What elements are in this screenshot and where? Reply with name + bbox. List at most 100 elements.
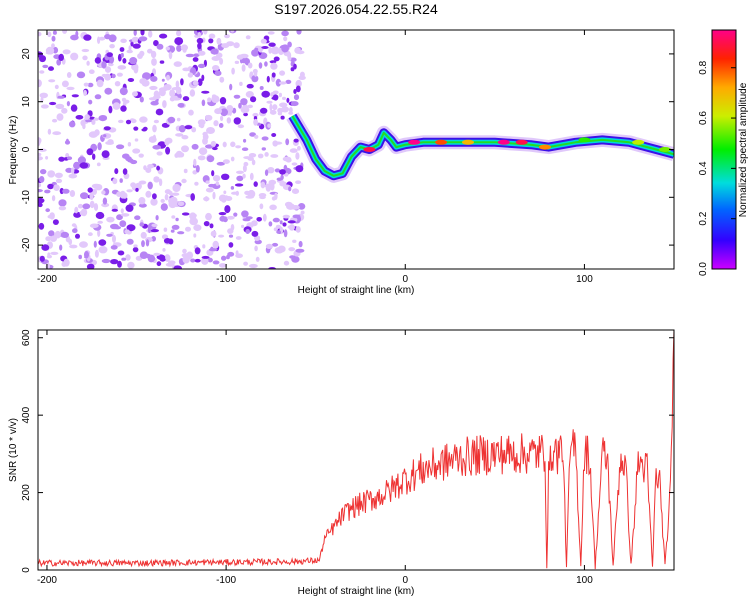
noise-speck [114,81,121,87]
noise-speck [272,217,280,223]
spectrogram-x-tick-label: 100 [576,274,593,285]
noise-speck [277,245,286,253]
noise-speck [270,154,279,158]
noise-speck [248,153,257,158]
noise-speck [126,189,133,193]
noise-speck [47,183,54,190]
noise-speck [230,186,235,190]
noise-speck [300,210,305,215]
noise-speck [132,91,138,97]
noise-speck [63,258,70,267]
noise-speck [98,115,108,122]
noise-speck [106,216,115,223]
noise-speck [181,178,187,184]
noise-speck [225,196,233,201]
noise-speck [94,94,102,100]
noise-speck [197,78,203,86]
noise-speck [281,44,289,53]
noise-speck [87,187,93,193]
noise-speck [203,221,210,227]
noise-speck [278,92,282,98]
noise-speck [192,80,199,86]
noise-speck [79,210,85,216]
spectrogram-y-label: Frequency (Hz) [8,116,19,185]
noise-speck [132,247,139,253]
noise-speck [192,57,199,62]
noise-speck [112,178,118,185]
noise-speck [110,259,119,265]
noise-speck [128,45,132,52]
noise-speck [237,124,245,129]
noise-speck [147,164,154,169]
noise-speck [201,255,210,259]
noise-speck [77,203,84,209]
noise-speck [111,73,116,79]
figure-title: S197.2026.054.22.55.R24 [274,1,438,17]
noise-speck [182,67,191,72]
noise-speck [201,257,209,265]
noise-speck [89,192,94,201]
noise-speck [71,94,79,98]
noise-speck [138,203,147,208]
noise-speck [66,101,70,107]
noise-speck [38,152,42,157]
noise-speck [253,70,258,77]
noise-speck [251,49,259,57]
noise-speck [196,37,204,44]
noise-speck [216,37,222,45]
noise-speck [208,33,216,39]
noise-speck [230,141,236,148]
noise-speck [247,157,254,161]
snr-y-tick-label: 400 [21,406,32,423]
noise-speck [249,172,254,181]
noise-speck [269,103,273,112]
noise-speck [52,118,58,123]
noise-speck [190,193,195,201]
noise-speck [153,252,161,256]
noise-speck [223,190,227,195]
noise-speck [236,175,244,182]
noise-speck [220,108,229,117]
noise-speck [70,104,78,112]
noise-speck [160,198,165,203]
noise-speck [193,158,197,167]
noise-speck [228,242,234,248]
noise-speck [174,153,179,158]
noise-speck [230,30,235,33]
noise-speck [46,254,53,259]
noise-speck [70,52,79,61]
noise-speck [233,42,240,49]
noise-speck [283,229,288,238]
noise-speck [194,247,201,255]
noise-speck [119,178,123,183]
noise-speck [62,188,70,194]
noise-speck [49,212,55,220]
noise-speck [244,190,251,195]
snr-panel: -200 -100 0 100 0 200 400 600 Height of straigh… [8,329,675,597]
noise-speck [98,239,107,246]
noise-speck [296,30,302,35]
snr-x-tick-label: 0 [402,575,408,586]
noise-speck [87,82,94,88]
noise-speck [281,30,289,37]
noise-speck [211,170,215,177]
noise-speck [138,153,144,158]
noise-speck [205,187,214,193]
spectrogram-y-tick-label: 10 [21,96,32,108]
noise-speck [289,255,296,259]
noise-speck [247,104,254,109]
noise-speck [133,30,137,36]
noise-speck [108,34,117,43]
noise-speck [154,92,161,97]
noise-speck [138,197,146,205]
noise-speck [262,213,267,222]
noise-speck [153,119,159,124]
noise-speck [295,248,305,253]
noise-speck [72,228,78,234]
noise-speck [148,136,157,143]
noise-speck [275,224,281,229]
noise-speck [219,57,224,65]
noise-speck [253,181,258,187]
noise-speck [198,63,206,69]
noise-speck [65,167,73,173]
